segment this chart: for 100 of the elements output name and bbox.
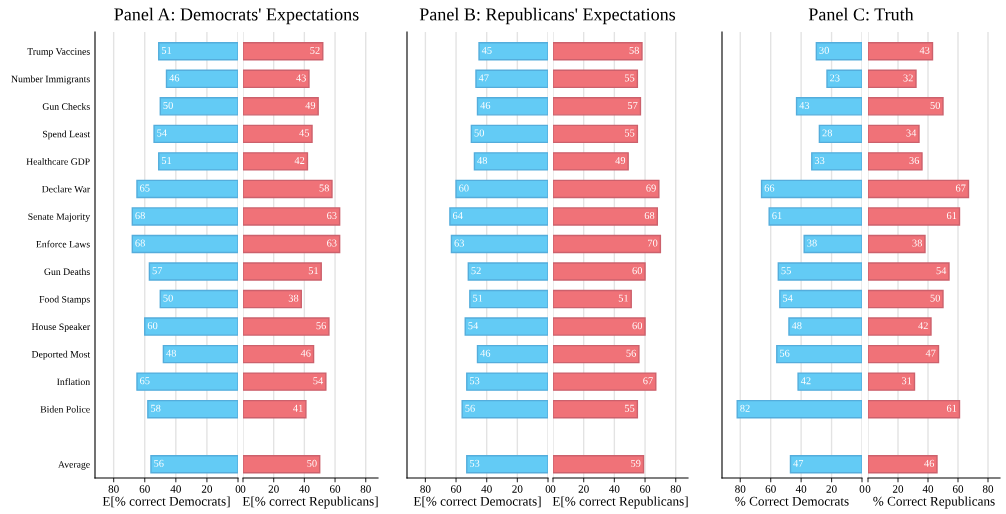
bar [466, 372, 548, 391]
bar [868, 234, 926, 254]
data-label: 68 [644, 212, 655, 220]
bar [736, 399, 862, 419]
bar [470, 124, 548, 144]
bar [553, 262, 646, 281]
bar [803, 234, 862, 254]
bar [148, 262, 238, 281]
x-axis-title: % Correct Republicans [873, 496, 995, 509]
bar [136, 179, 238, 199]
bar [159, 97, 238, 116]
bar [243, 399, 307, 419]
y-tick-label: Biden Police [40, 405, 90, 413]
bar [243, 372, 327, 391]
x-tick-label: 60 [952, 485, 964, 493]
bar [162, 344, 238, 364]
data-label: 47 [925, 349, 936, 357]
bar [788, 317, 862, 336]
bar [553, 234, 662, 254]
y-tick-label: Senate Majority [28, 213, 91, 222]
bar [461, 399, 548, 419]
bar [476, 344, 548, 364]
data-label: 46 [300, 349, 311, 357]
bar [868, 262, 950, 281]
bar [165, 69, 238, 89]
bar [868, 399, 961, 419]
bar [868, 152, 923, 171]
bar [466, 455, 548, 474]
x-tick-label: 80 [108, 485, 119, 493]
data-label: 54 [157, 129, 167, 137]
bar [243, 152, 309, 171]
data-label: 52 [471, 267, 481, 275]
data-label: 47 [793, 459, 804, 467]
data-label: 32 [903, 74, 913, 82]
data-label: 67 [955, 184, 966, 192]
data-label: 50 [307, 459, 317, 467]
data-label: 56 [316, 322, 326, 330]
y-tick-label: Gun Checks [42, 102, 90, 110]
bar [158, 152, 238, 171]
bar [553, 69, 639, 89]
bar [553, 399, 639, 419]
bar [478, 42, 548, 61]
bar [243, 234, 341, 254]
x-tick-label: 0 [859, 485, 865, 493]
bar [553, 97, 642, 116]
data-label: 45 [481, 46, 492, 54]
x-tick-label: 20 [892, 485, 904, 493]
bar [760, 179, 862, 199]
y-tick-label: Average [58, 461, 90, 470]
x-tick-label: 0 [545, 485, 551, 493]
data-label: 30 [819, 46, 829, 54]
bar [475, 69, 548, 89]
bar [243, 262, 322, 281]
data-label: 60 [632, 267, 643, 275]
data-label: 50 [930, 101, 940, 109]
x-tick-label: 40 [170, 485, 181, 493]
bar [868, 455, 938, 474]
bar [868, 344, 940, 364]
chart-title: Panel B: Republicans' Expectations [419, 7, 676, 25]
data-label: 43 [799, 101, 810, 109]
data-label: 34 [906, 129, 917, 137]
data-label: 28 [822, 129, 833, 137]
x-axis-title: E[% correct Republicans] [242, 496, 378, 509]
bar [243, 455, 321, 474]
bar [868, 124, 920, 144]
y-tick-label: Enforce Laws [36, 240, 90, 248]
data-label: 54 [313, 377, 324, 385]
bar [868, 97, 944, 116]
bar [243, 317, 330, 336]
x-axis-title: E[% correct Democrats] [102, 496, 230, 508]
bar [779, 289, 862, 309]
bar [243, 179, 333, 199]
bar [469, 289, 548, 309]
data-label: 56 [779, 349, 790, 357]
bar [868, 317, 932, 336]
data-label: 49 [305, 101, 316, 109]
bar [243, 42, 324, 61]
x-tick-label: 40 [299, 485, 310, 493]
bar [553, 179, 660, 199]
data-label: 51 [618, 294, 629, 302]
bar [131, 234, 238, 254]
bar [811, 152, 862, 171]
data-label: 50 [930, 294, 940, 302]
bar [243, 124, 313, 144]
data-label: 54 [783, 294, 793, 302]
data-label: 42 [800, 377, 811, 385]
bar [868, 207, 961, 226]
data-label: 67 [643, 377, 653, 385]
data-label: 68 [135, 212, 145, 220]
data-label: 70 [648, 239, 658, 247]
y-tick-label: Gun Deaths [44, 268, 90, 275]
data-label: 42 [294, 157, 305, 164]
data-label: 61 [772, 212, 782, 220]
bar [553, 344, 640, 364]
bar [464, 317, 548, 336]
bar [243, 207, 341, 226]
data-label: 31 [901, 377, 912, 385]
data-label: 51 [473, 294, 483, 302]
bar [553, 317, 646, 336]
data-label: 55 [624, 74, 635, 82]
